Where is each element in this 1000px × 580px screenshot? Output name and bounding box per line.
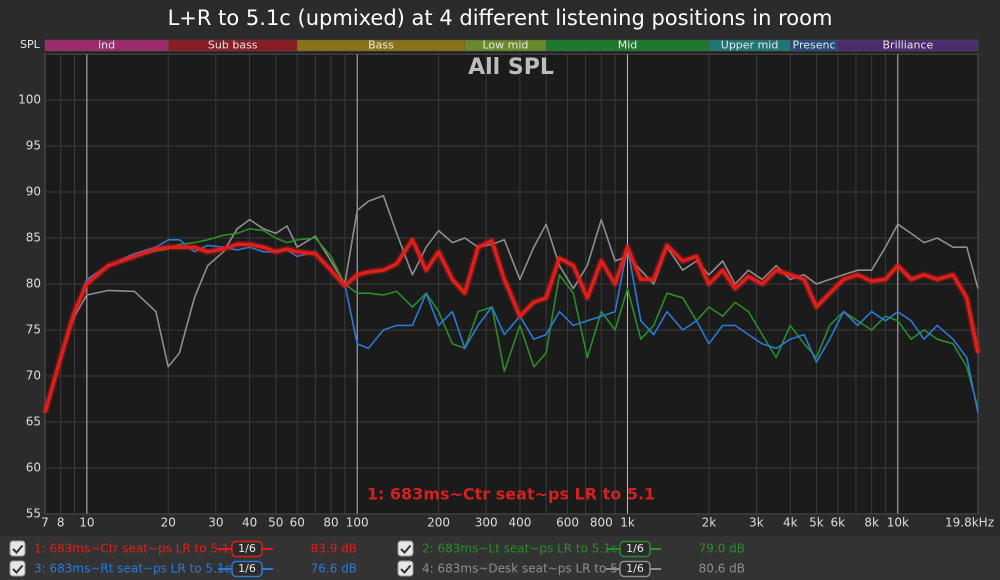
x-tick-label: 400 bbox=[508, 516, 531, 530]
x-tick-label: 7 bbox=[41, 516, 49, 530]
x-tick-label: 200 bbox=[427, 516, 450, 530]
y-tick-label: 90 bbox=[26, 185, 41, 199]
checkbox-box[interactable] bbox=[397, 560, 414, 577]
chart-subtitle: All SPL bbox=[468, 55, 554, 80]
x-tick-label: 50 bbox=[268, 516, 283, 530]
checkbox-check[interactable] bbox=[12, 544, 24, 554]
legend: 1: 683ms~Ctr seat~ps LR to 5.1 1/6 83.9 dB… bbox=[9, 540, 745, 578]
lines bbox=[41, 194, 982, 414]
y-tick-label: 55 bbox=[26, 507, 41, 521]
x-tick-label: 20 bbox=[161, 516, 176, 530]
legend-name: 4: 683ms~Desk seat~ps LR to 5. bbox=[422, 562, 622, 576]
legend-checkbox[interactable] bbox=[9, 540, 26, 557]
y-tick-label: 60 bbox=[26, 461, 41, 475]
x-tick-label: 300 bbox=[475, 516, 498, 530]
x-tick-label: 600 bbox=[556, 516, 579, 530]
checkbox-box[interactable] bbox=[397, 540, 414, 557]
legend-name: 2: 683ms~Lt seat~ps LR to 5.1c bbox=[422, 542, 617, 556]
x-tick-label: 5k bbox=[809, 516, 824, 530]
y-tick-label: 70 bbox=[26, 369, 41, 383]
x-tick-label: 30 bbox=[208, 516, 223, 530]
checkbox-check[interactable] bbox=[12, 564, 24, 574]
x-tick-label: 60 bbox=[290, 516, 305, 530]
smoothing-badge[interactable] bbox=[231, 540, 263, 558]
x-tick-label: 800 bbox=[590, 516, 613, 530]
band-label: Brilliance bbox=[883, 39, 934, 52]
checkbox-box[interactable] bbox=[9, 540, 26, 557]
band-label: ind bbox=[98, 39, 115, 52]
smoothing-label: 1/6 bbox=[238, 542, 256, 555]
band-label: Bass bbox=[368, 39, 394, 52]
x-tick-label: 3k bbox=[749, 516, 764, 530]
checkbox-check[interactable] bbox=[400, 544, 412, 554]
legend-level: 79.0 dB bbox=[699, 542, 745, 556]
x-tick-label: 8k bbox=[864, 516, 879, 530]
smoothing-label: 1/6 bbox=[626, 542, 644, 555]
y-tick-label: 80 bbox=[26, 277, 41, 291]
band-label: Mid bbox=[618, 39, 638, 52]
band-label: Sub bass bbox=[208, 39, 258, 52]
checkbox-check[interactable] bbox=[400, 564, 412, 574]
annotation: 1: 683ms~Ctr seat~ps LR to 5.1 bbox=[367, 485, 655, 504]
legend-name: 3: 683ms~Rt seat~ps LR to 5.1c bbox=[34, 562, 231, 576]
x-tick-label: 40 bbox=[242, 516, 257, 530]
y-tick-label: 85 bbox=[26, 231, 41, 245]
series-line bbox=[44, 228, 979, 414]
band bbox=[837, 39, 979, 52]
x-tick-label: 2k bbox=[702, 516, 717, 530]
checkbox-box[interactable] bbox=[9, 560, 26, 577]
x-tick-label: 80 bbox=[323, 516, 338, 530]
legend-panel bbox=[0, 536, 1000, 580]
band-label: Low mid bbox=[482, 39, 528, 52]
band-label: Upper mid bbox=[721, 39, 779, 52]
smoothing-label: 1/6 bbox=[238, 562, 256, 575]
x-tick-label: 10 bbox=[79, 516, 94, 530]
smoothing-badge[interactable] bbox=[619, 540, 651, 558]
smoothing-badge[interactable] bbox=[619, 560, 651, 578]
x-tick-label: 1k bbox=[620, 516, 635, 530]
smoothing-label: 1/6 bbox=[626, 562, 644, 575]
series-line bbox=[43, 238, 980, 414]
x-tick-label: 6k bbox=[831, 516, 846, 530]
legend-level: 76.6 dB bbox=[311, 562, 357, 576]
smoothing-badge[interactable] bbox=[231, 560, 263, 578]
x-tick-label: 10k bbox=[887, 516, 909, 530]
y-tick-label: 75 bbox=[26, 323, 41, 337]
band-label: Presenc bbox=[793, 39, 836, 52]
legend-name: 1: 683ms~Ctr seat~ps LR to 5.1 bbox=[34, 542, 229, 556]
x-tick-label: 4k bbox=[783, 516, 798, 530]
legend-checkbox[interactable] bbox=[9, 560, 26, 577]
chart-title: L+R to 5.1c (upmixed) at 4 different lis… bbox=[168, 6, 833, 30]
x-tick-label: 8 bbox=[57, 516, 65, 530]
x-tick-label: 100 bbox=[346, 516, 369, 530]
y-tick-label: 65 bbox=[26, 415, 41, 429]
plot-border bbox=[44, 53, 979, 515]
legend-level: 83.9 dB bbox=[311, 542, 357, 556]
band-bar: ind Sub bass Bass Low mid Mid Upper mid Presen… bbox=[44, 39, 979, 52]
y-axis-label: SPL bbox=[20, 38, 41, 51]
legend-checkbox[interactable] bbox=[397, 560, 414, 577]
legend-checkbox[interactable] bbox=[397, 540, 414, 557]
x-tick-label: 19.8kHz bbox=[945, 516, 994, 530]
y-tick-label: 95 bbox=[26, 139, 41, 153]
y-tick-label: 100 bbox=[18, 93, 41, 107]
legend-level: 80.6 dB bbox=[699, 562, 745, 576]
